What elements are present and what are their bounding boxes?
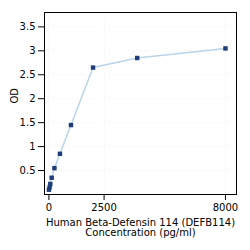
svg-text:3: 3	[29, 45, 35, 56]
svg-text:2.5: 2.5	[20, 69, 36, 80]
svg-text:8000: 8000	[213, 202, 238, 213]
svg-text:1: 1	[29, 141, 35, 152]
svg-text:1.5: 1.5	[20, 117, 36, 128]
svg-text:Human Beta-Defensin 114 (DEFB1: Human Beta-Defensin 114 (DEFB114)Concent…	[46, 217, 235, 238]
svg-text:0.5: 0.5	[20, 165, 36, 176]
svg-text:0: 0	[46, 202, 52, 213]
svg-text:OD: OD	[9, 88, 20, 104]
svg-text:3.5: 3.5	[20, 21, 36, 32]
svg-text:2500: 2500	[91, 202, 116, 213]
svg-text:2: 2	[29, 93, 35, 104]
